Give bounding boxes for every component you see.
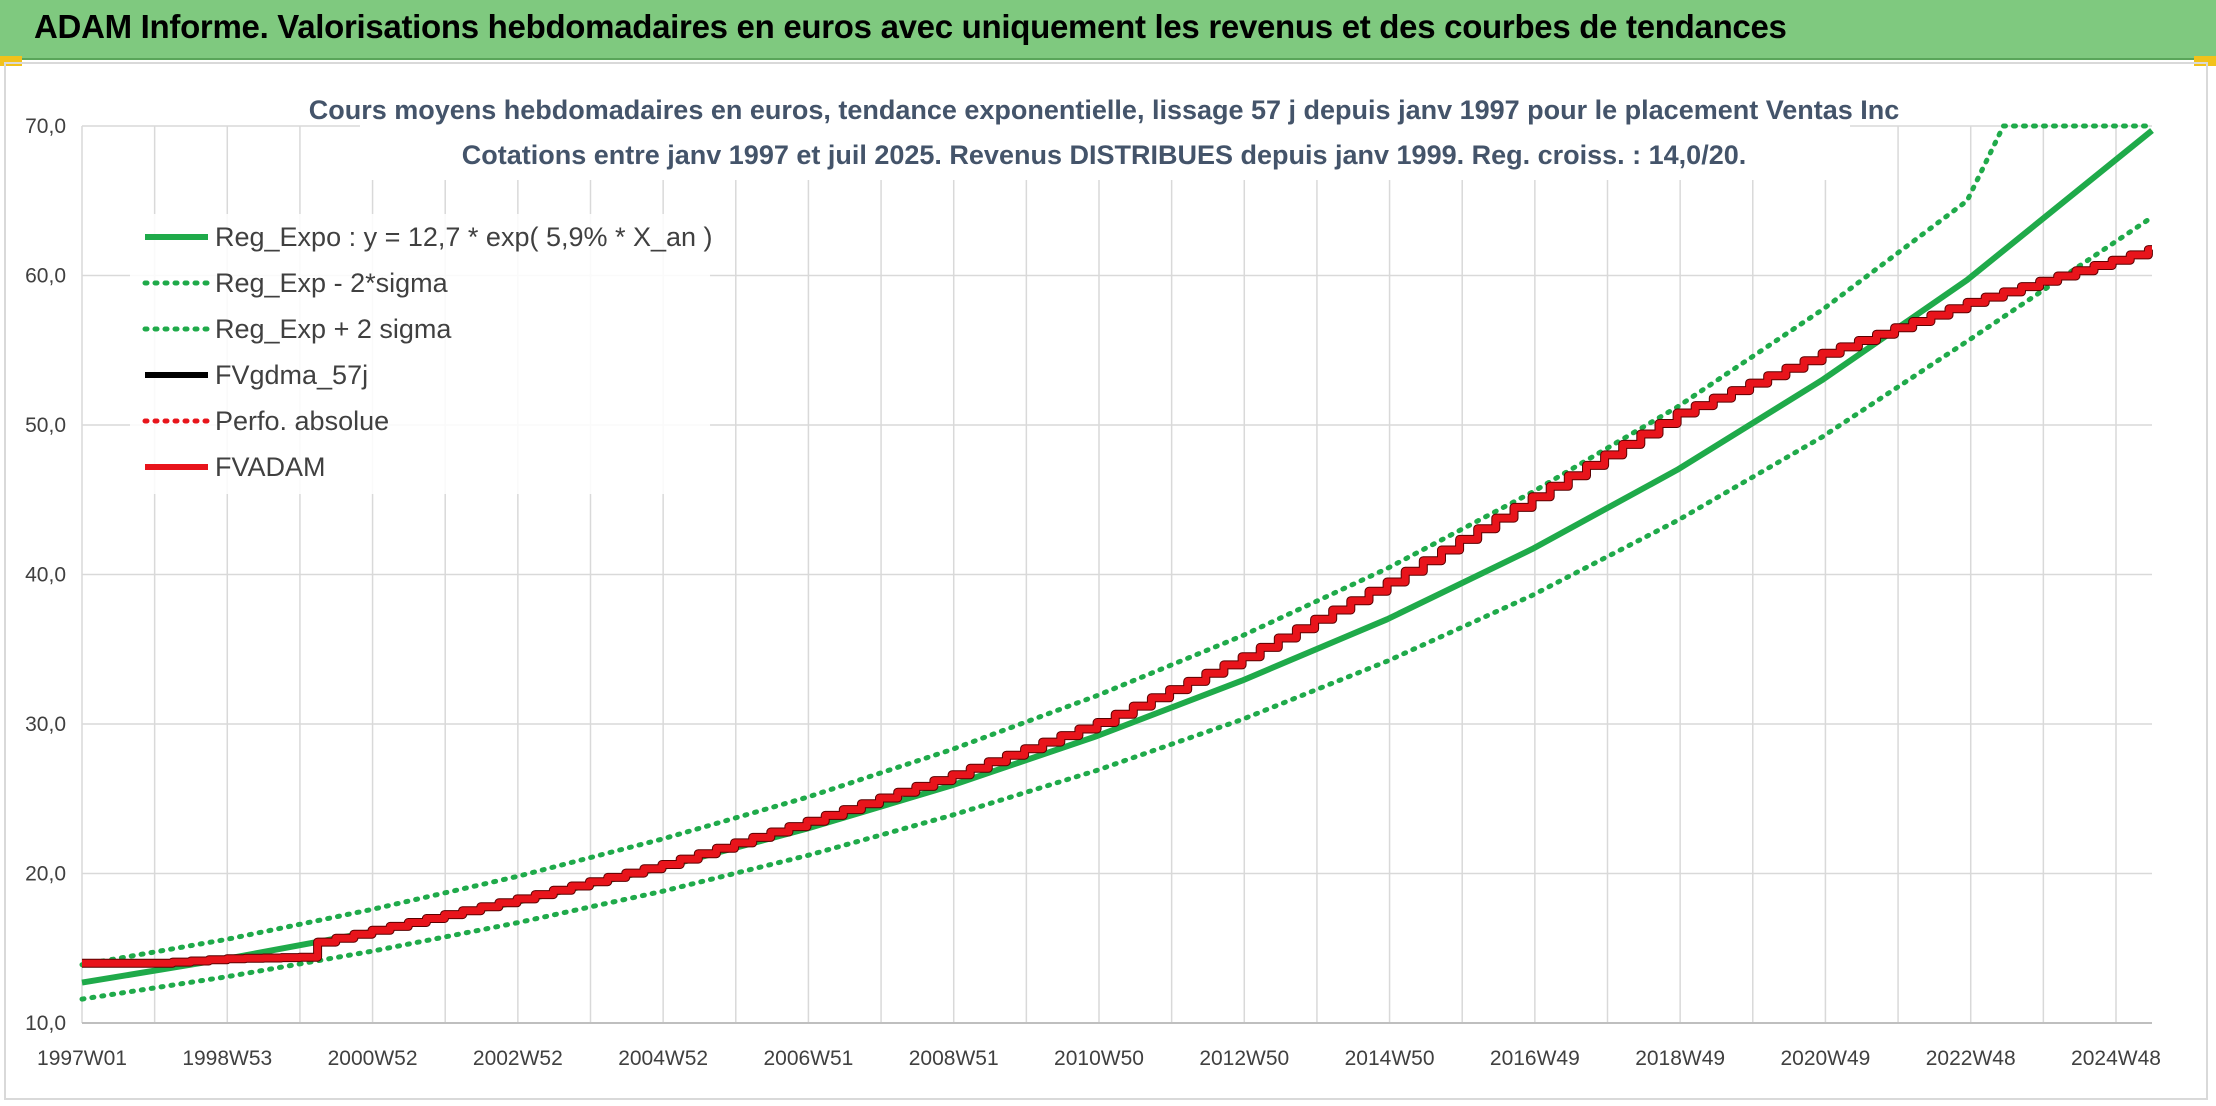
x-axis: 1997W01 1998W53 2000W52 2002W52 2004W52 2006W… bbox=[37, 1022, 2161, 1070]
legend-label: Reg_Expo : y = 12,7 * exp( 5,9% * X_an ) bbox=[215, 222, 713, 252]
series-reg-exp-plus-2sigma bbox=[79, 123, 2155, 968]
x-tick-label: 1997W01 bbox=[37, 1047, 127, 1070]
x-tick-label: 2024W48 bbox=[2071, 1047, 2161, 1070]
y-tick-label: 10,0 bbox=[25, 1012, 66, 1035]
x-tick-label: 2002W52 bbox=[473, 1047, 563, 1070]
y-tick-label: 40,0 bbox=[25, 564, 66, 587]
y-tick-label: 50,0 bbox=[25, 414, 66, 437]
chart-title: Cours moyens hebdomadaires en euros, ten… bbox=[309, 95, 1900, 125]
chart-frame bbox=[4, 62, 2208, 1100]
x-tick-label: 2018W49 bbox=[1635, 1047, 1725, 1070]
y-axis: 10,0 20,0 30,0 40,0 50,0 60,0 70,0 bbox=[25, 115, 66, 1035]
x-tick-label: 2004W52 bbox=[618, 1047, 708, 1070]
title-backdrop bbox=[360, 90, 1850, 180]
x-tick-label: 2022W48 bbox=[1926, 1047, 2016, 1070]
corner-mark-left bbox=[0, 56, 22, 66]
x-tick-label: 1998W53 bbox=[182, 1047, 272, 1070]
legend-label: Reg_Exp - 2*sigma bbox=[215, 268, 449, 298]
x-tick-label: 2016W49 bbox=[1490, 1047, 1580, 1070]
report-title: ADAM Informe. Valorisations hebdomadaire… bbox=[34, 8, 1787, 45]
legend-label: FVADAM bbox=[215, 452, 326, 482]
legend-backdrop bbox=[130, 214, 710, 494]
series-reg-exp-minus-2sigma bbox=[79, 214, 2155, 1002]
chart-subtitle: Cotations entre janv 1997 et juil 2025. … bbox=[462, 140, 1747, 170]
y-tick-label: 60,0 bbox=[25, 265, 66, 288]
chart-series bbox=[79, 123, 2155, 1002]
chart-legend: Reg_Expo : y = 12,7 * exp( 5,9% * X_an )… bbox=[130, 214, 713, 494]
y-tick-label: 30,0 bbox=[25, 713, 66, 736]
x-tick-label: 2010W50 bbox=[1054, 1047, 1144, 1070]
y-tick-label: 20,0 bbox=[25, 863, 66, 886]
x-tick-label: 2000W52 bbox=[328, 1047, 418, 1070]
series-fvadam bbox=[82, 246, 2152, 967]
x-tick-label: 2006W51 bbox=[763, 1047, 853, 1070]
x-tick-label: 2020W49 bbox=[1780, 1047, 1870, 1070]
report-banner: ADAM Informe. Valorisations hebdomadaire… bbox=[0, 0, 2216, 60]
x-tick-label: 2012W50 bbox=[1199, 1047, 1289, 1070]
legend-label: FVgdma_57j bbox=[215, 360, 368, 390]
corner-mark-right bbox=[2194, 56, 2216, 66]
legend-label: Reg_Exp + 2 sigma bbox=[215, 314, 452, 344]
legend-label: Perfo. absolue bbox=[215, 406, 389, 436]
x-tick-label: 2008W51 bbox=[909, 1047, 999, 1070]
y-tick-label: 70,0 bbox=[25, 115, 66, 138]
x-tick-label: 2014W50 bbox=[1345, 1047, 1435, 1070]
